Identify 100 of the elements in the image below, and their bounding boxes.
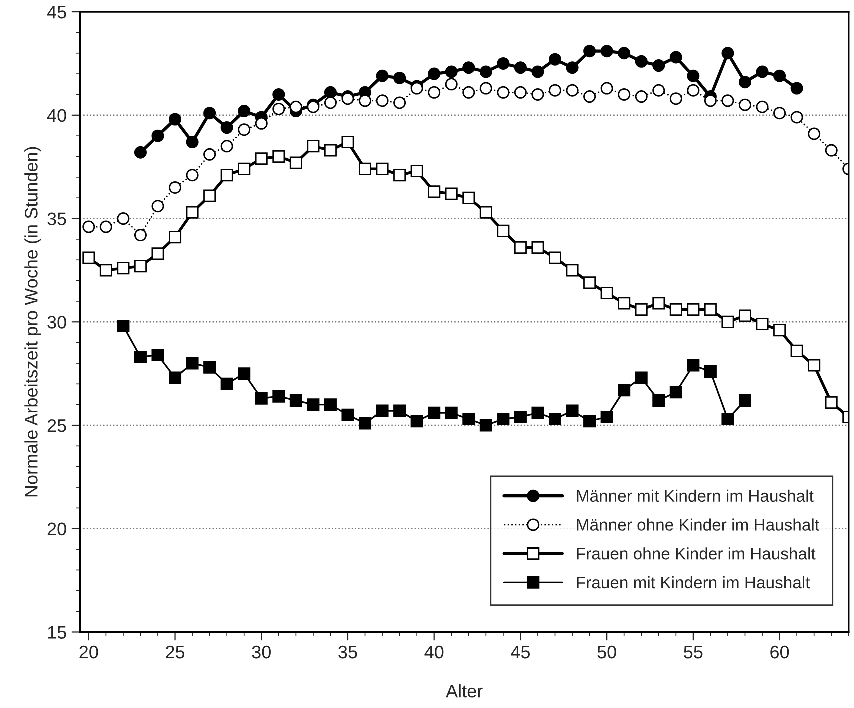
y-tick-label: 40	[47, 109, 66, 122]
point	[566, 62, 579, 74]
point	[670, 303, 682, 316]
point	[704, 303, 717, 316]
point	[670, 386, 682, 399]
point	[635, 55, 648, 68]
x-axis-title: Alter	[446, 684, 483, 698]
point	[272, 150, 286, 163]
point	[462, 86, 476, 99]
point	[152, 248, 164, 260]
point	[652, 60, 666, 72]
y-tick-label: 20	[48, 522, 66, 536]
point	[134, 351, 147, 364]
x-tick-label: 60	[770, 646, 790, 659]
point	[290, 394, 302, 407]
point	[790, 82, 804, 95]
point	[324, 398, 337, 412]
point	[220, 169, 234, 182]
point	[186, 357, 199, 370]
point	[514, 241, 527, 254]
point	[635, 303, 648, 316]
point	[376, 70, 389, 82]
point	[635, 90, 648, 104]
point	[204, 107, 216, 120]
point	[652, 84, 666, 97]
point	[290, 156, 302, 170]
point	[204, 361, 216, 374]
point	[238, 368, 251, 380]
point	[584, 415, 596, 428]
point	[738, 98, 752, 112]
x-tick-label: 55	[684, 646, 703, 659]
point	[82, 220, 96, 234]
point	[410, 415, 424, 428]
point	[117, 262, 130, 275]
x-tick-label: 50	[598, 646, 616, 659]
point	[532, 406, 544, 420]
point	[359, 417, 372, 430]
point	[220, 122, 234, 134]
point	[255, 392, 268, 405]
point	[117, 320, 130, 333]
point	[359, 162, 372, 176]
point	[497, 224, 510, 238]
point	[255, 117, 268, 130]
point	[497, 413, 510, 426]
point	[618, 47, 631, 60]
point	[600, 82, 614, 95]
point	[480, 419, 492, 432]
point	[774, 70, 786, 82]
point	[514, 410, 527, 424]
point	[152, 348, 164, 362]
point	[204, 148, 216, 161]
y-tick-label: 15	[48, 626, 66, 639]
point	[394, 169, 406, 182]
point	[790, 111, 804, 124]
point	[756, 100, 769, 114]
point	[376, 162, 389, 176]
point	[584, 45, 596, 58]
point	[549, 84, 562, 97]
y-tick-label: 35	[48, 212, 66, 226]
point	[600, 286, 614, 300]
point	[376, 404, 389, 418]
point	[738, 394, 752, 407]
point	[428, 406, 441, 420]
point	[600, 45, 614, 58]
point	[394, 404, 406, 418]
point	[808, 128, 821, 140]
point	[428, 186, 441, 198]
x-tick-label: 20	[80, 646, 98, 659]
point	[410, 164, 424, 178]
point	[722, 47, 734, 60]
x-tick-label: 40	[424, 646, 444, 659]
point	[687, 70, 700, 82]
legend-label: Männer mit Kindern im Haushalt	[577, 490, 814, 502]
point	[445, 188, 458, 200]
point	[342, 408, 354, 422]
legend-label: Frauen mit Kindern im Haushalt	[577, 576, 810, 589]
point	[652, 394, 666, 407]
point	[825, 144, 838, 157]
point	[774, 324, 786, 337]
point	[324, 96, 337, 110]
y-tick-label: 45	[47, 6, 66, 19]
x-tick-label: 30	[252, 646, 271, 659]
point	[220, 140, 234, 153]
point	[82, 252, 96, 264]
point	[635, 372, 648, 384]
point	[687, 303, 700, 316]
point	[272, 88, 286, 101]
point	[825, 396, 838, 410]
point	[584, 90, 596, 104]
point	[584, 276, 596, 290]
legend-label: Frauen ohne Kinder im Haushalt	[577, 548, 816, 560]
x-tick-label: 35	[338, 646, 358, 659]
point	[756, 66, 769, 78]
point	[272, 390, 286, 403]
point	[514, 62, 527, 74]
y-tick-label: 25	[48, 419, 66, 432]
point	[117, 212, 130, 226]
point	[307, 140, 320, 153]
point	[514, 86, 527, 99]
point	[394, 96, 406, 110]
